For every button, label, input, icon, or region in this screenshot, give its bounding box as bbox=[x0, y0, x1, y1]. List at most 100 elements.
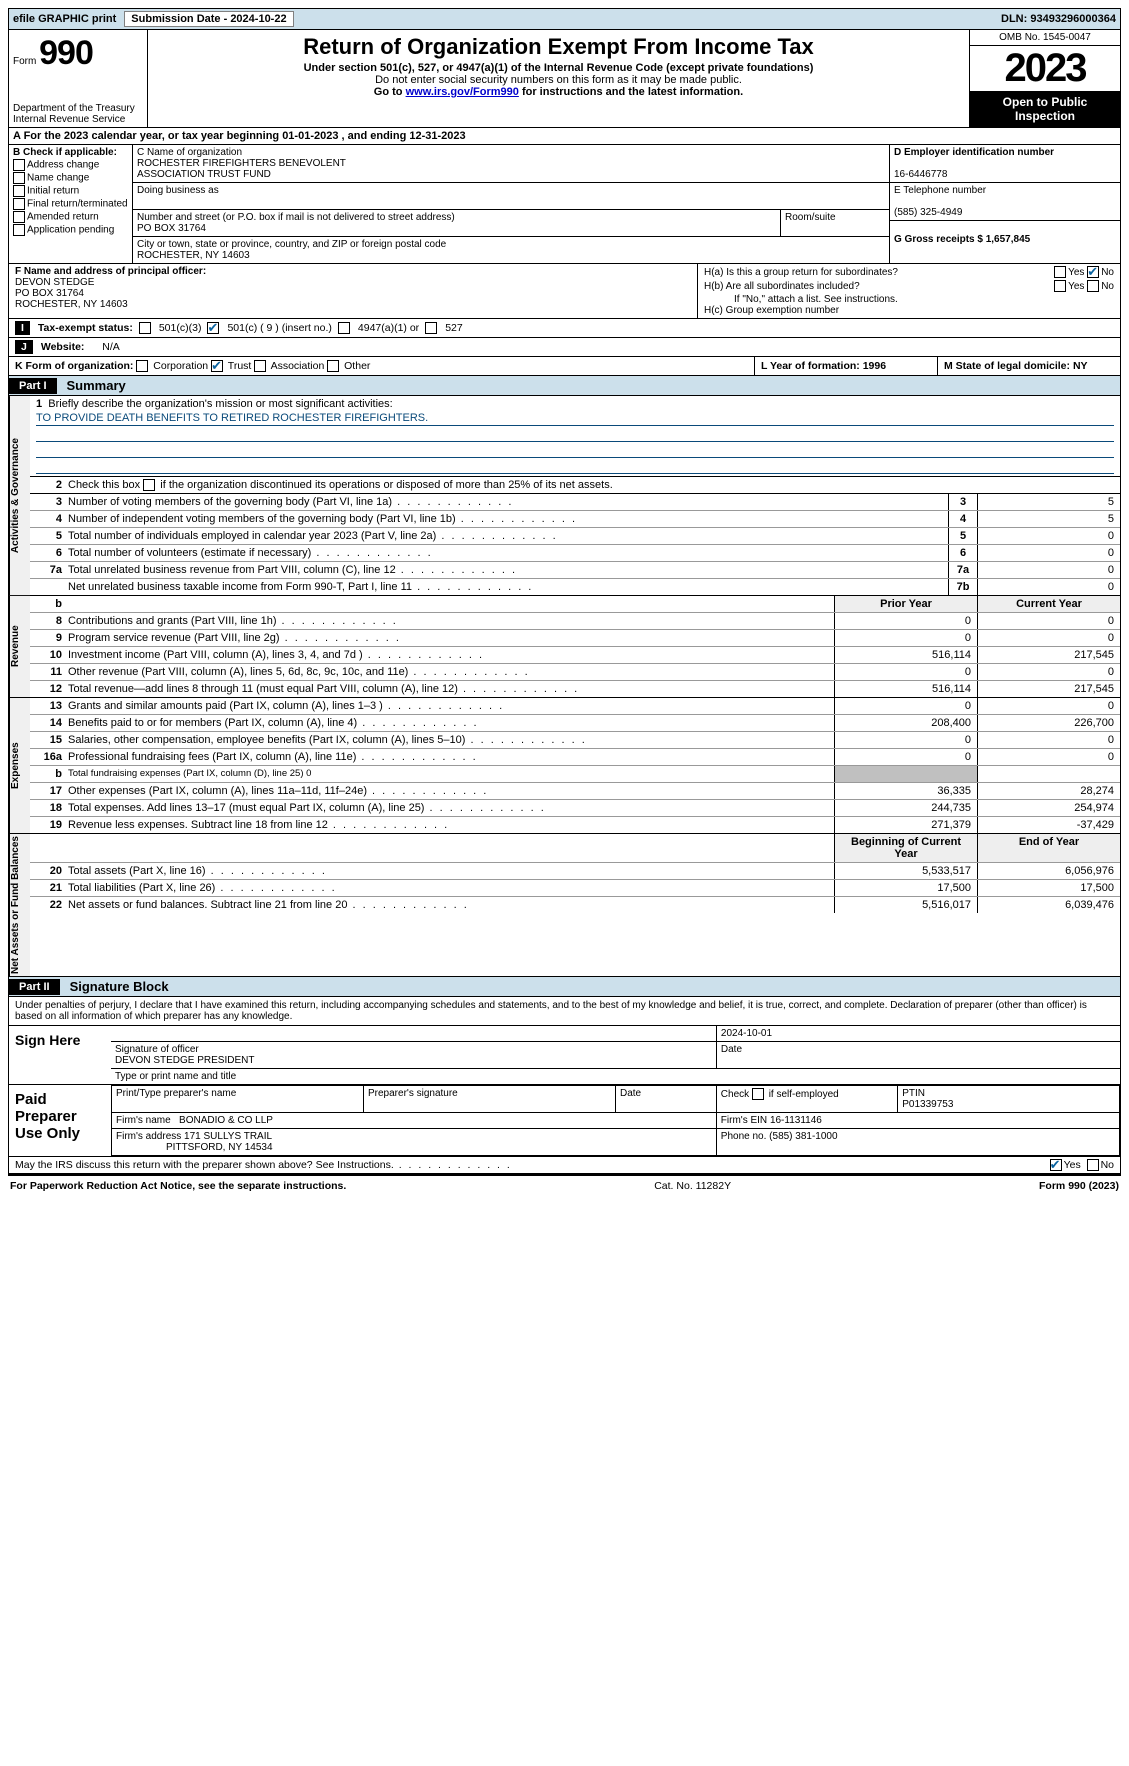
form-number: 990 bbox=[39, 34, 93, 72]
prior-hdr: Prior Year bbox=[834, 596, 977, 612]
officer-name: DEVON STEDGE bbox=[15, 277, 94, 288]
table-row: 19Revenue less expenses. Subtract line 1… bbox=[30, 817, 1120, 833]
line-a: A For the 2023 calendar year, or tax yea… bbox=[8, 128, 1121, 145]
city-label: City or town, state or province, country… bbox=[137, 239, 446, 250]
discuss-yes[interactable] bbox=[1050, 1159, 1062, 1171]
efile-label: efile GRAPHIC print bbox=[13, 13, 116, 25]
phone-val: (585) 325-4949 bbox=[894, 207, 962, 218]
s2-chk[interactable] bbox=[143, 479, 155, 491]
hb-no[interactable] bbox=[1087, 280, 1099, 292]
k-corp[interactable] bbox=[136, 360, 148, 372]
subtitle-1: Under section 501(c), 527, or 4947(a)(1)… bbox=[152, 62, 965, 74]
irs-label: Internal Revenue Service bbox=[13, 114, 125, 125]
firm-addr1: 171 SULLYS TRAIL bbox=[184, 1131, 272, 1142]
chk-application[interactable] bbox=[13, 224, 25, 236]
discuss-no[interactable] bbox=[1087, 1159, 1099, 1171]
table-row: Net unrelated business taxable income fr… bbox=[30, 579, 1120, 595]
city-val: ROCHESTER, NY 14603 bbox=[137, 250, 250, 261]
i-501c[interactable] bbox=[207, 322, 219, 334]
col-right: D Employer identification number 16-6446… bbox=[889, 145, 1120, 263]
header-right: OMB No. 1545-0047 2023 Open to Public In… bbox=[969, 30, 1120, 127]
part1-title: Summary bbox=[57, 376, 136, 395]
j-val: N/A bbox=[102, 341, 120, 353]
date-label: Date bbox=[721, 1044, 742, 1055]
part1-tag: Part I bbox=[9, 378, 57, 394]
vtab-ag: Activities & Governance bbox=[9, 396, 30, 595]
table-row: 8Contributions and grants (Part VIII, li… bbox=[30, 613, 1120, 630]
chk-address[interactable] bbox=[13, 159, 25, 171]
beg-hdr: Beginning of Current Year bbox=[834, 834, 977, 862]
mission-text: TO PROVIDE DEATH BENEFITS TO RETIRED ROC… bbox=[36, 412, 1114, 426]
table-row: 5Total number of individuals employed in… bbox=[30, 528, 1120, 545]
hb-yes[interactable] bbox=[1054, 280, 1066, 292]
summary-rev: Revenue b Prior Year Current Year 8Contr… bbox=[8, 596, 1121, 698]
row-i: I Tax-exempt status: 501(c)(3) 501(c) ( … bbox=[8, 319, 1121, 338]
chk-final[interactable] bbox=[13, 198, 25, 210]
chk-amended[interactable] bbox=[13, 211, 25, 223]
sig-off-label: Signature of officer bbox=[115, 1044, 199, 1055]
end-hdr: End of Year bbox=[977, 834, 1120, 862]
room-label: Room/suite bbox=[785, 212, 836, 223]
ha-no[interactable] bbox=[1087, 266, 1099, 278]
table-row: 6Total number of volunteers (estimate if… bbox=[30, 545, 1120, 562]
omb-number: OMB No. 1545-0047 bbox=[970, 30, 1120, 46]
ha-label: H(a) Is this a group return for subordin… bbox=[704, 267, 1054, 278]
k-other[interactable] bbox=[327, 360, 339, 372]
entity-block: B Check if applicable: Address change Na… bbox=[8, 145, 1121, 264]
table-row: 15Salaries, other compensation, employee… bbox=[30, 732, 1120, 749]
g-label: G Gross receipts $ 1,657,845 bbox=[894, 234, 1030, 245]
irs-link[interactable]: www.irs.gov/Form990 bbox=[406, 86, 519, 98]
table-row: bTotal fundraising expenses (Part IX, co… bbox=[30, 766, 1120, 783]
chk-name[interactable] bbox=[13, 172, 25, 184]
officer-addr1: PO BOX 31764 bbox=[15, 288, 84, 299]
sign-here-label: Sign Here bbox=[9, 1026, 111, 1084]
top-bar: efile GRAPHIC print Submission Date - 20… bbox=[8, 8, 1121, 30]
table-row: 20Total assets (Part X, line 16)5,533,51… bbox=[30, 863, 1120, 880]
s1-label: Briefly describe the organization's miss… bbox=[48, 398, 392, 410]
addr-val: PO BOX 31764 bbox=[137, 223, 206, 234]
org-name-1: ROCHESTER FIREFIGHTERS BENEVOLENT bbox=[137, 158, 346, 169]
form-title: Return of Organization Exempt From Incom… bbox=[152, 34, 965, 60]
table-row: 18Total expenses. Add lines 13–17 (must … bbox=[30, 800, 1120, 817]
discuss-row: May the IRS discuss this return with the… bbox=[8, 1157, 1121, 1174]
s2-text: Check this box if the organization disco… bbox=[68, 479, 613, 491]
table-row: 13Grants and similar amounts paid (Part … bbox=[30, 698, 1120, 715]
i-4947[interactable] bbox=[338, 322, 350, 334]
firm-name: BONADIO & CO LLP bbox=[179, 1115, 273, 1126]
form-footer: Form 990 (2023) bbox=[1039, 1180, 1119, 1192]
part2-tag: Part II bbox=[9, 979, 60, 995]
submission-date-button[interactable]: Submission Date - 2024-10-22 bbox=[124, 11, 293, 27]
col-c: C Name of organization ROCHESTER FIREFIG… bbox=[133, 145, 889, 263]
k-trust[interactable] bbox=[211, 360, 223, 372]
tax-year: 2023 bbox=[970, 46, 1120, 91]
ptin: P01339753 bbox=[902, 1099, 953, 1110]
e-label: E Telephone number bbox=[894, 185, 986, 196]
table-row: 12Total revenue—add lines 8 through 11 (… bbox=[30, 681, 1120, 697]
hc-label: H(c) Group exemption number bbox=[704, 305, 1114, 316]
self-emp-chk[interactable] bbox=[752, 1088, 764, 1100]
form-header: Form 990 Department of the Treasury Inte… bbox=[8, 30, 1121, 128]
k-label: K Form of organization: bbox=[15, 360, 133, 372]
vtab-na: Net Assets or Fund Balances bbox=[9, 834, 30, 976]
type-label: Type or print name and title bbox=[115, 1071, 236, 1082]
l-label: L Year of formation: 1996 bbox=[761, 360, 886, 372]
k-assoc[interactable] bbox=[254, 360, 266, 372]
table-row: 9Program service revenue (Part VIII, lin… bbox=[30, 630, 1120, 647]
sign-here-block: Sign Here 2024-10-01 Signature of office… bbox=[8, 1026, 1121, 1085]
org-name-2: ASSOCIATION TRUST FUND bbox=[137, 169, 271, 180]
row-klm: K Form of organization: Corporation Trus… bbox=[8, 357, 1121, 376]
hb-label: H(b) Are all subordinates included? bbox=[704, 281, 1054, 292]
sign-date: 2024-10-01 bbox=[721, 1028, 772, 1039]
i-527[interactable] bbox=[425, 322, 437, 334]
addr-label: Number and street (or P.O. box if mail i… bbox=[137, 212, 455, 223]
i-5013[interactable] bbox=[139, 322, 151, 334]
table-row: 7aTotal unrelated business revenue from … bbox=[30, 562, 1120, 579]
row-j: J Website: N/A bbox=[8, 338, 1121, 357]
footer: For Paperwork Reduction Act Notice, see … bbox=[8, 1174, 1121, 1196]
ha-yes[interactable] bbox=[1054, 266, 1066, 278]
paperwork-notice: For Paperwork Reduction Act Notice, see … bbox=[10, 1180, 346, 1192]
table-row: 14Benefits paid to or for members (Part … bbox=[30, 715, 1120, 732]
col-b-checks: B Check if applicable: Address change Na… bbox=[9, 145, 133, 263]
subtitle-2: Do not enter social security numbers on … bbox=[152, 74, 965, 86]
chk-initial[interactable] bbox=[13, 185, 25, 197]
